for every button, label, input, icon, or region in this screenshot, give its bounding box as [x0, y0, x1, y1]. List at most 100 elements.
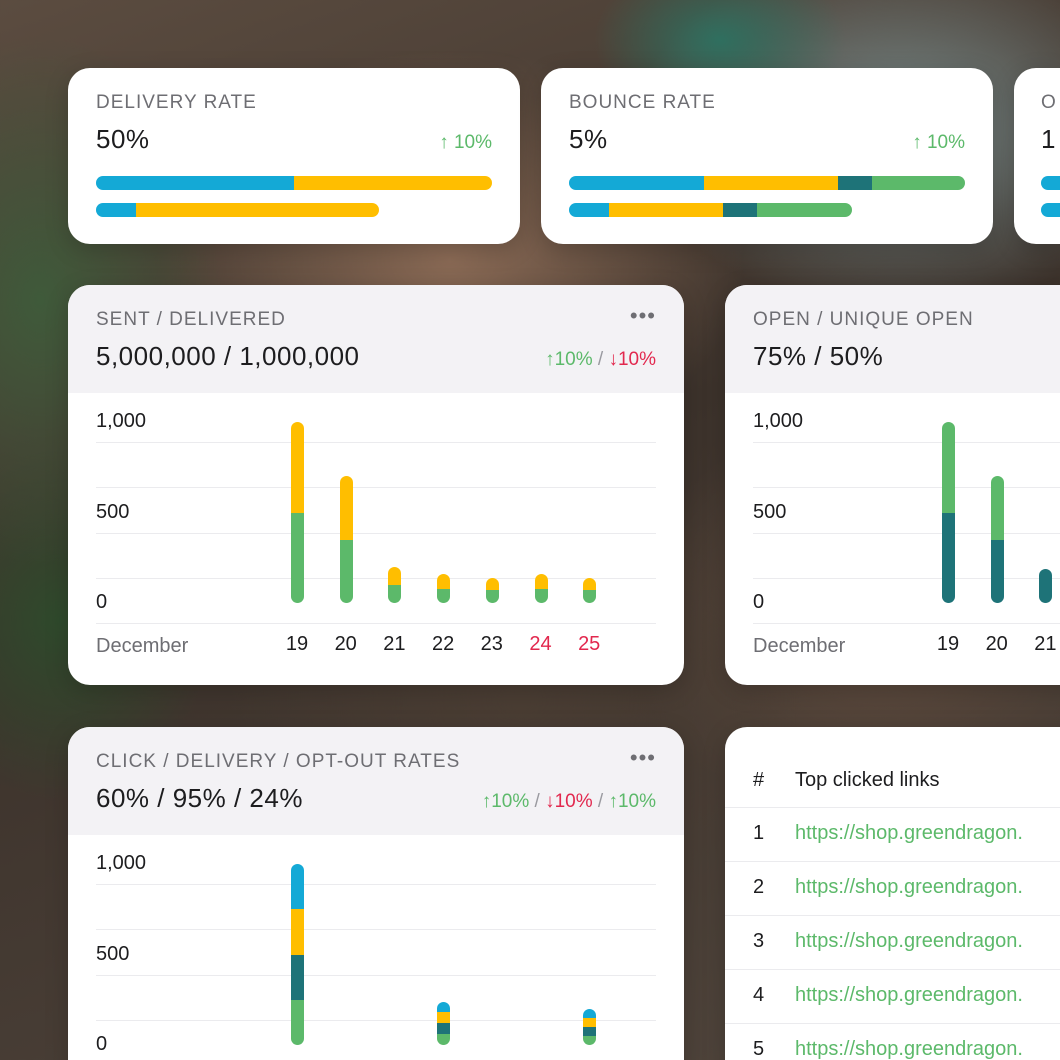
link-row[interactable]: 2 https://shop.greendragon.	[725, 861, 1060, 915]
gridline	[96, 884, 656, 885]
chart-bar	[583, 1008, 597, 1045]
delta-down-value: 10%	[617, 349, 656, 370]
gridline	[96, 532, 656, 534]
link-url[interactable]: https://shop.greendragon.	[795, 1038, 1023, 1060]
delta-value: 10%	[491, 791, 530, 812]
click-rates-card: CLICK / DELIVERY / OPT-OUT RATES ••• 60%…	[68, 727, 684, 1060]
gridline	[96, 577, 656, 579]
arrow-up-icon: ↑	[912, 132, 922, 153]
bar-segment	[871, 176, 965, 190]
links-header: # Top clicked links	[725, 727, 1060, 807]
bar-segment	[942, 422, 955, 513]
delta-group: ↑10% / ↓10% / ↑10%	[482, 791, 656, 813]
bar-segment	[291, 954, 304, 1000]
card-header: CLICK / DELIVERY / OPT-OUT RATES ••• 60%…	[68, 727, 684, 835]
bar-segment	[723, 203, 757, 217]
card-label: DELIVERY RATE	[96, 92, 257, 113]
separator: /	[534, 791, 540, 812]
link-url[interactable]: https://shop.greendragon.	[795, 984, 1023, 1006]
bar-segment	[291, 864, 304, 910]
bar-segment	[96, 176, 294, 190]
arrow-down-icon: ↓	[545, 791, 555, 812]
delta-value: 10%	[554, 791, 593, 812]
arrow-up-icon: ↑	[608, 791, 618, 812]
bar-segment	[990, 476, 1004, 540]
y-tick-label: 500	[96, 942, 130, 965]
bar-segment	[569, 176, 704, 190]
card-value: 5,000,000 / 1,000,000	[96, 341, 360, 371]
link-row[interactable]: 3 https://shop.greendragon.	[725, 915, 1060, 969]
bar-segment	[339, 539, 353, 603]
link-url[interactable]: https://shop.greendragon.	[795, 930, 1023, 952]
column-hash: #	[753, 769, 765, 791]
bar-segment	[291, 999, 304, 1045]
link-rank: 2	[753, 876, 765, 898]
card-label: SENT / DELIVERED	[96, 309, 286, 330]
progress-bar	[96, 176, 492, 190]
x-tick-label: 24	[529, 633, 552, 655]
bar-segment	[291, 512, 304, 603]
column-title: Top clicked links	[795, 769, 940, 791]
bar-segment	[703, 176, 839, 190]
card-value: 60% / 95% / 24%	[96, 783, 303, 813]
progress-bar	[569, 203, 852, 217]
link-row[interactable]: 1 https://shop.greendragon.	[725, 807, 1060, 861]
arrow-up-icon: ↑	[439, 132, 449, 153]
bar-segment	[583, 1035, 597, 1045]
card-label: O	[1041, 92, 1057, 113]
gridline	[753, 532, 1060, 534]
chart-bar	[291, 864, 304, 1045]
bar-segment	[96, 203, 136, 217]
card-label: OPEN / UNIQUE OPEN	[753, 309, 974, 330]
bar-segment	[437, 1023, 451, 1035]
bar-segment	[583, 1026, 597, 1036]
gridline	[96, 974, 656, 976]
chart-bar	[990, 476, 1004, 603]
gridline	[753, 442, 1060, 443]
y-tick-label: 1,000	[753, 410, 804, 432]
bar-segment	[294, 176, 492, 190]
card-label: BOUNCE RATE	[569, 92, 716, 113]
sent-delivered-chart: 1,000 500 0 19 20 21 22 23 24 25 December	[68, 285, 684, 685]
chart-bar	[485, 577, 499, 603]
arrow-up-icon: ↑	[481, 791, 492, 812]
link-row[interactable]: 5 https://shop.greendragon.	[725, 1023, 1060, 1060]
card-value: 5%	[569, 124, 608, 154]
link-rank: 4	[753, 984, 765, 1006]
progress-bar	[569, 176, 965, 190]
bar-segment	[388, 584, 402, 603]
link-url[interactable]: https://shop.greendragon.	[795, 822, 1023, 844]
link-rank: 5	[753, 1038, 765, 1060]
x-tick-label: 25	[578, 633, 601, 655]
y-tick-label: 0	[96, 591, 108, 613]
link-row[interactable]: 4 https://shop.greendragon.	[725, 969, 1060, 1023]
delta-group: ↑10% / ↓10%	[545, 349, 656, 371]
gridline	[753, 577, 1060, 579]
bar-segment	[583, 1008, 597, 1018]
gridline	[96, 487, 656, 489]
arrow-up-icon: ↑	[545, 349, 555, 370]
bar-segment	[583, 577, 597, 591]
y-tick-label: 500	[96, 500, 130, 523]
y-tick-label: 0	[753, 591, 765, 613]
bar-segment	[437, 588, 451, 603]
x-axis-label: December	[96, 635, 189, 657]
bar-segment	[388, 566, 402, 585]
bar-segment	[291, 422, 304, 513]
delta-value: 10%	[453, 132, 492, 153]
bar-segment	[838, 176, 872, 190]
chart-bar	[437, 574, 451, 603]
open-unique-chart: 1,000 500 0 19 20 21 December	[725, 285, 1060, 685]
bar-segment	[135, 203, 379, 217]
card-label: CLICK / DELIVERY / OPT-OUT RATES	[96, 751, 461, 772]
x-tick-label: 20	[985, 633, 1008, 655]
delta-up: ↑ 10%	[439, 132, 492, 154]
bar-segment	[534, 588, 548, 603]
x-tick-label: 19	[936, 633, 960, 655]
card-header: OPEN / UNIQUE OPEN 75% / 50%	[725, 285, 1060, 393]
bar-segment	[942, 512, 955, 603]
link-url[interactable]: https://shop.greendragon.	[795, 876, 1023, 898]
gridline	[753, 623, 1060, 624]
bar-segment	[485, 590, 499, 603]
bar-segment	[437, 1001, 451, 1013]
